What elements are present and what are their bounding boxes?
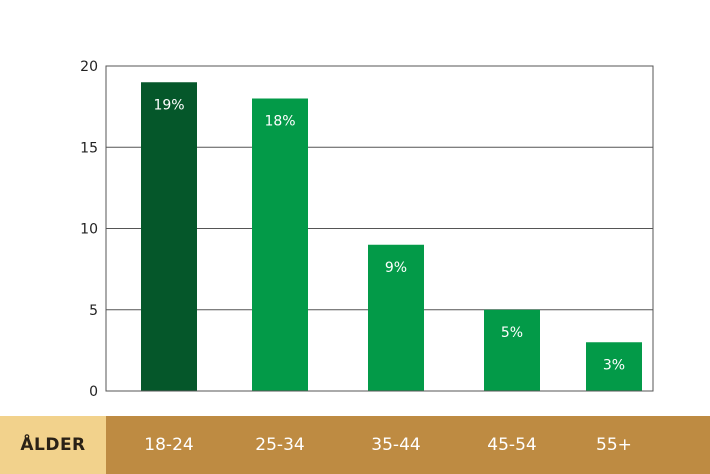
- y-tick-label: 10: [80, 222, 98, 238]
- x-category-label: 18-24: [144, 435, 194, 455]
- plot-frame: [105, 65, 654, 392]
- data-label-55+: 3%: [603, 357, 625, 373]
- x-category-label: 55+: [596, 435, 632, 455]
- bars: [141, 82, 642, 391]
- x-category-label: 45-54: [487, 435, 537, 455]
- bar-chart: 0 5 10 15 20 19% 18% 9% 5% 3%: [80, 59, 654, 400]
- data-label-45-54: 5%: [501, 325, 523, 341]
- y-tick-label: 5: [89, 303, 98, 319]
- y-axis-ticks: 0 5 10 15 20: [80, 59, 98, 400]
- y-tick-label: 0: [89, 384, 98, 400]
- x-category-label: 35-44: [371, 435, 421, 455]
- data-label-35-44: 9%: [385, 260, 407, 276]
- x-axis-band: ÅLDER 18-24 25-34 35-44 45-54 55+: [0, 416, 710, 474]
- bar-55+: [586, 342, 642, 391]
- data-label-25-34: 18%: [264, 114, 295, 130]
- bar-35-44: [368, 244, 424, 391]
- x-category-label: 25-34: [255, 435, 305, 455]
- y-tick-label: 15: [80, 140, 98, 156]
- y-tick-label: 20: [80, 59, 98, 75]
- data-labels: 19% 18% 9% 5% 3%: [153, 97, 625, 373]
- bar-25-34: [252, 98, 308, 391]
- x-axis-title: ÅLDER: [0, 416, 106, 474]
- bar-45-54: [484, 309, 540, 391]
- data-label-18-24: 19%: [153, 97, 184, 113]
- bar-18-24: [141, 82, 197, 391]
